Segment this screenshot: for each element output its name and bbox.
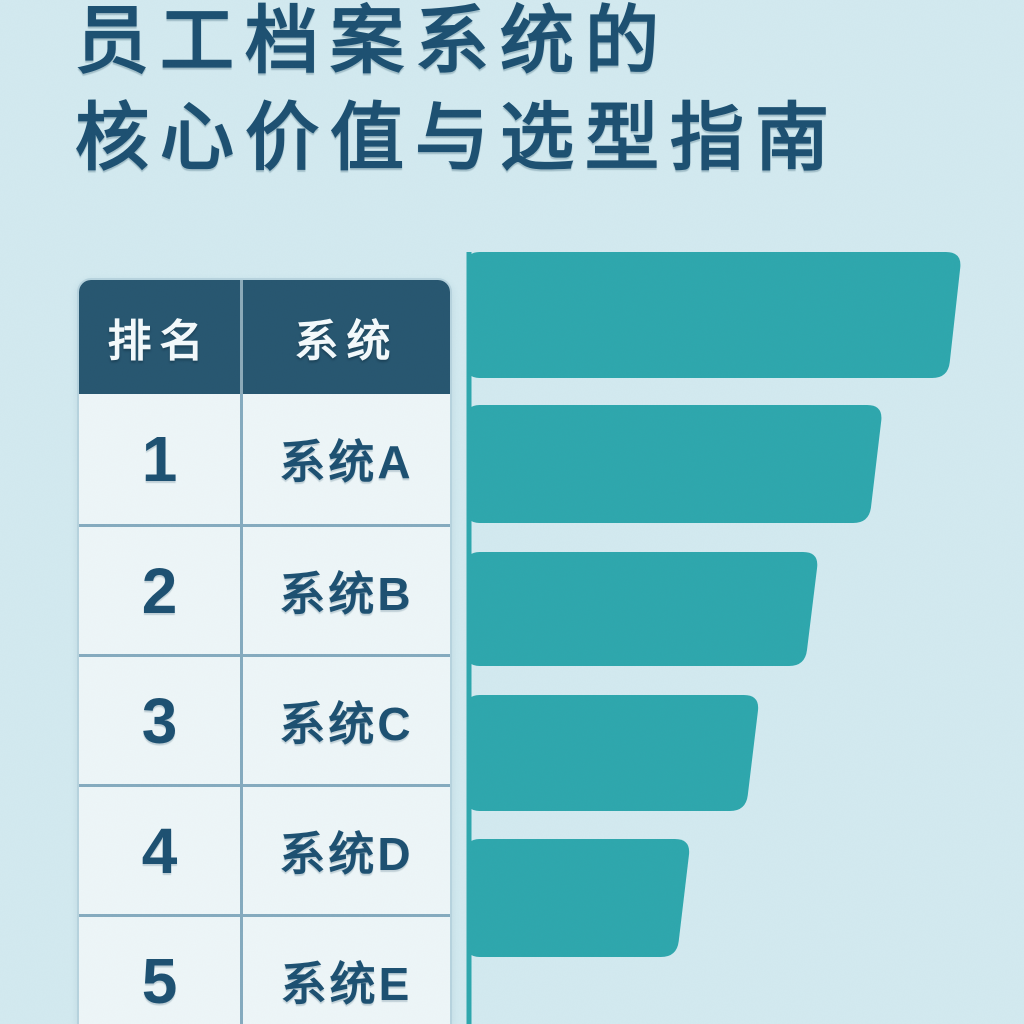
system-cell: 系统B — [279, 567, 414, 620]
bar-系统B — [466, 405, 882, 523]
table-header-row: 排名 系统 — [79, 280, 450, 394]
table-row: 1 系统A — [79, 394, 450, 524]
table-row: 2 系统B — [79, 524, 450, 654]
rank-cell: 2 — [79, 527, 243, 654]
table-row: 5 系统E — [79, 914, 450, 1024]
bar-系统D — [466, 695, 759, 811]
system-cell: 系统D — [279, 827, 414, 880]
bar-系统A — [466, 252, 961, 378]
page-title-line-1: 员工档案系统的 — [75, 0, 670, 82]
table-header-system: 系统 — [294, 317, 399, 366]
rank-cell: 4 — [79, 787, 243, 914]
system-cell: 系统E — [280, 957, 413, 1010]
table-header-rank: 排名 — [79, 280, 243, 394]
chart-axis-line — [466, 252, 472, 1024]
bar-系统C — [466, 552, 818, 666]
rank-cell: 5 — [79, 917, 243, 1024]
page-title-line-2: 核心价值与选型指南 — [75, 96, 840, 179]
system-cell: 系统C — [279, 697, 414, 750]
system-cell: 系统A — [279, 436, 414, 488]
table-row: 4 系统D — [79, 784, 450, 914]
rank-cell: 1 — [79, 394, 243, 524]
table-row: 3 系统C — [79, 654, 450, 784]
page-title: 员工档案系统的 核心价值与选型指南 — [75, 0, 840, 186]
rank-cell: 3 — [79, 657, 243, 784]
bar-系统E — [466, 839, 690, 957]
table-body: 1 系统A 2 系统B 3 系统C 4 系统D 5 系统E — [79, 394, 450, 1024]
ranking-table: 排名 系统 1 系统A 2 系统B 3 系统C 4 系统D 5 系统E — [77, 278, 452, 1024]
